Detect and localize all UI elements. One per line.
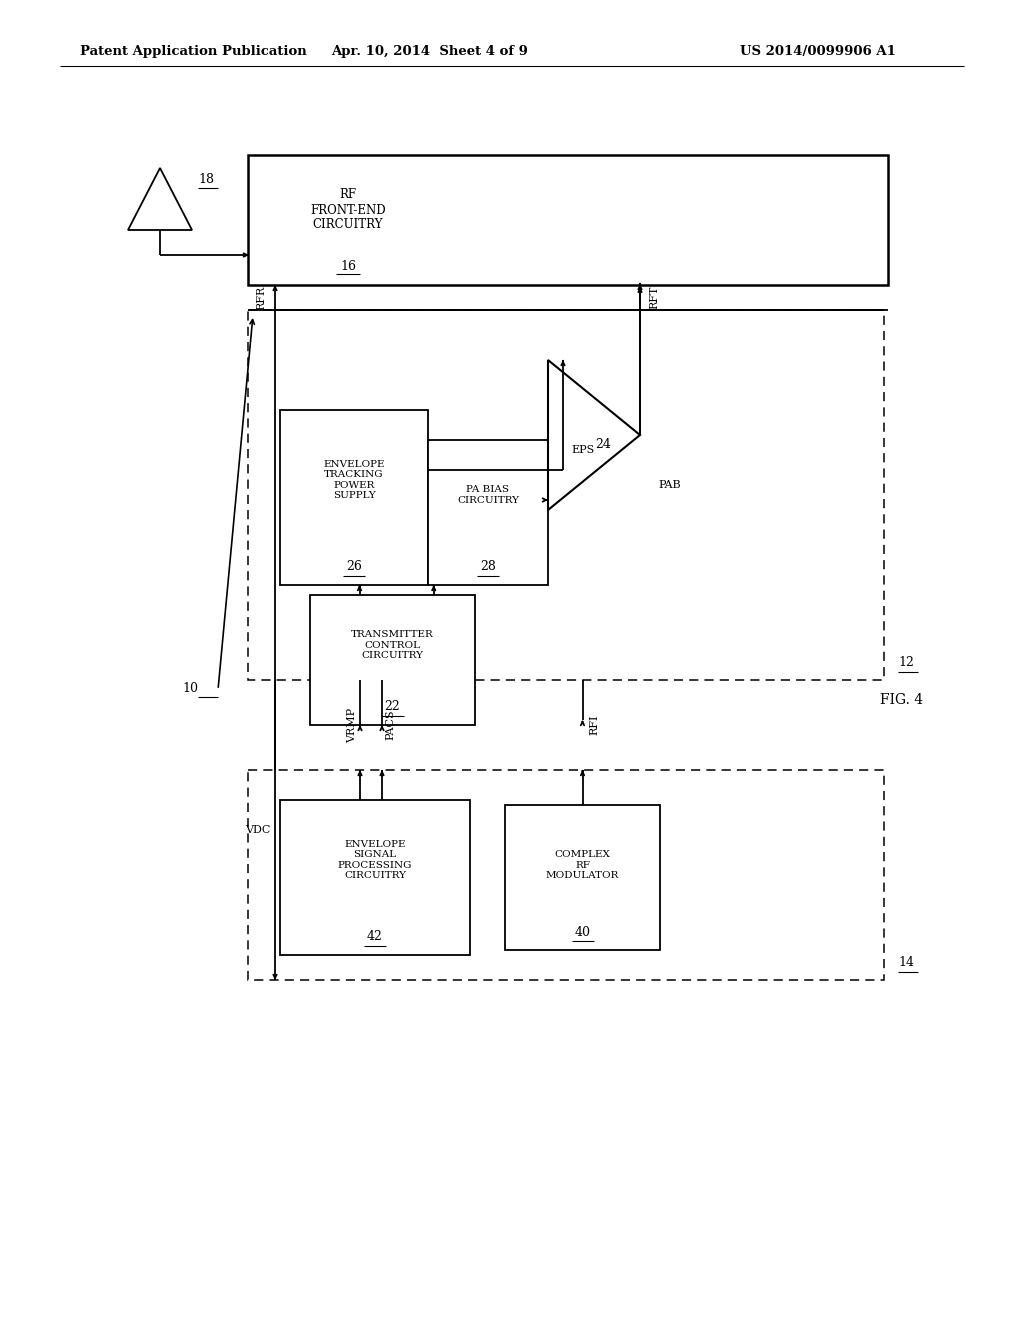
Bar (248, 310, 884, 680)
Text: PAB: PAB (658, 480, 681, 490)
Bar (310, 595, 475, 725)
Text: VRMP: VRMP (347, 708, 357, 743)
Text: 28: 28 (480, 561, 496, 573)
Text: 42: 42 (367, 931, 383, 944)
Text: US 2014/0099906 A1: US 2014/0099906 A1 (740, 45, 896, 58)
Text: Apr. 10, 2014  Sheet 4 of 9: Apr. 10, 2014 Sheet 4 of 9 (332, 45, 528, 58)
Text: ENVELOPE
TRACKING
POWER
SUPPLY: ENVELOPE TRACKING POWER SUPPLY (324, 459, 385, 500)
Text: 12: 12 (898, 656, 913, 668)
Text: TRANSMITTER
CONTROL
CIRCUITRY: TRANSMITTER CONTROL CIRCUITRY (351, 630, 434, 660)
Bar (248, 770, 884, 979)
Bar (280, 800, 470, 954)
Bar (280, 411, 428, 585)
Bar (505, 805, 660, 950)
Text: 10: 10 (182, 681, 198, 694)
Text: EPS: EPS (571, 445, 594, 455)
Text: PA BIAS
CIRCUITRY: PA BIAS CIRCUITRY (457, 486, 519, 504)
Text: 24: 24 (595, 438, 611, 451)
Text: 26: 26 (346, 561, 361, 573)
Text: Patent Application Publication: Patent Application Publication (80, 45, 307, 58)
Text: 16: 16 (340, 260, 356, 273)
Text: 18: 18 (198, 173, 214, 186)
Text: 40: 40 (574, 925, 591, 939)
Text: RFR: RFR (256, 285, 266, 310)
Text: PACS: PACS (385, 710, 395, 741)
Text: RF
FRONT-END
CIRCUITRY: RF FRONT-END CIRCUITRY (310, 189, 386, 231)
Bar (428, 440, 548, 585)
Text: 14: 14 (898, 956, 914, 969)
Text: RFT: RFT (649, 286, 659, 309)
Text: ENVELOPE
SIGNAL
PROCESSING
CIRCUITRY: ENVELOPE SIGNAL PROCESSING CIRCUITRY (338, 840, 413, 880)
Text: 22: 22 (385, 701, 400, 714)
Text: COMPLEX
RF
MODULATOR: COMPLEX RF MODULATOR (546, 850, 620, 880)
Bar (248, 154, 888, 285)
Text: VDC: VDC (245, 825, 270, 836)
Text: FIG. 4: FIG. 4 (880, 693, 923, 708)
Text: RFI: RFI (590, 714, 599, 735)
